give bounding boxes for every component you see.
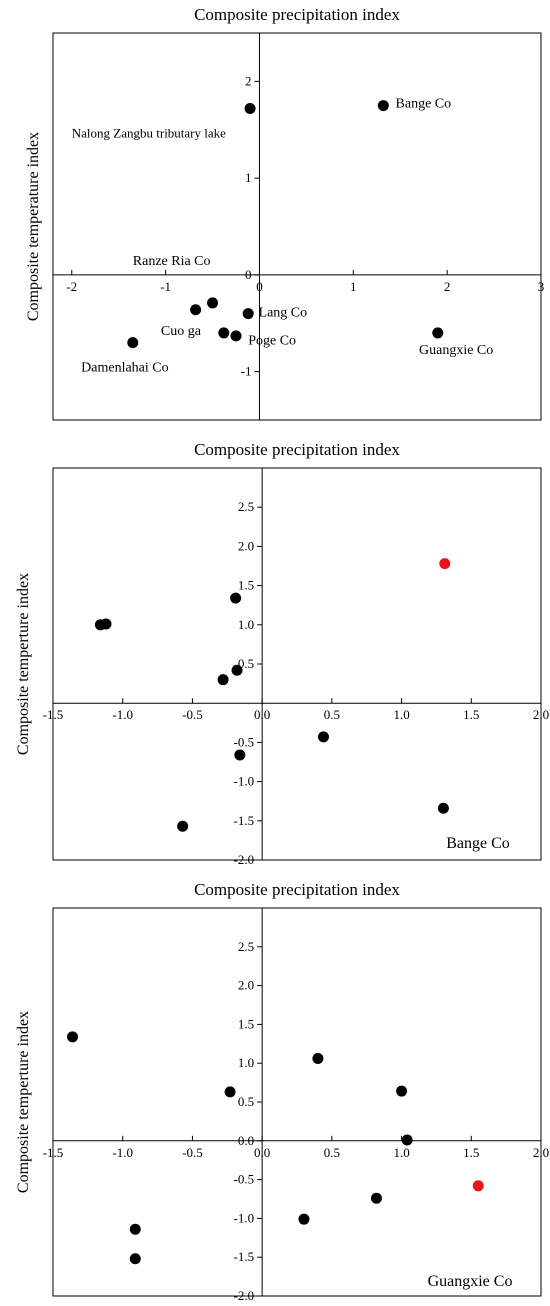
y-tick-label: 0.5 [238,1094,254,1109]
data-point [230,330,242,342]
x-tick-label: -0.5 [182,707,203,722]
data-point [401,1134,413,1146]
data-point [437,802,449,814]
x-tick-label: 1.5 [463,707,479,722]
x-tick-label: -1.0 [112,1145,133,1160]
y-tick-label: -1.0 [234,1210,255,1225]
chart-title: Composite precipitation index [194,880,400,899]
y-tick-label: -1.5 [234,813,255,828]
x-tick-label: 0.0 [254,707,270,722]
y-tick-label: 2 [245,73,252,88]
point-label: Nalong Zangbu tributary lake [72,125,226,140]
x-tick-label: 2 [444,279,451,294]
data-point [230,592,242,604]
y-tick-label: 0 [245,267,252,282]
data-point-highlight [472,1180,484,1192]
x-tick-label: -1.0 [112,707,133,722]
data-point-highlight [439,558,451,570]
data-point [129,1253,141,1265]
y-tick-label: 2.0 [238,538,254,553]
y-tick-label: 2.0 [238,978,254,993]
corner-label: Bange Co [446,835,510,852]
data-point [129,1223,141,1235]
x-tick-label: -0.5 [182,1145,203,1160]
chart-panel-2: Composite precipitation index Composite t… [15,440,549,867]
x-tick-label: -1 [160,279,171,294]
data-point [312,1053,324,1065]
x-tick-label: 1.0 [393,707,409,722]
data-point [370,1192,382,1204]
chart-title: Composite precipitation index [194,5,400,24]
data-point [217,674,229,686]
x-tick-label: -1.5 [43,1145,64,1160]
y-tick-label: 2.5 [238,939,254,954]
data-point [218,327,230,339]
point-label: Ranze Ria Co [133,254,211,269]
chart-title: Composite precipitation index [194,440,400,459]
plot-frame [52,32,542,421]
point-label: Cuo ga [161,324,202,339]
y-tick-label: -1.0 [234,774,255,789]
x-tick-label: 1 [350,279,357,294]
point-label: Damenlahai Co [81,361,168,376]
data-point [207,297,219,309]
data-point [231,664,243,676]
y-tick-label: 2.5 [238,499,254,514]
y-tick-label: 1.5 [238,1016,254,1031]
y-axis-label: Composite temperture index [15,573,32,755]
y-tick-label: -0.5 [234,734,255,749]
data-point [432,327,444,339]
data-point [242,308,254,320]
x-tick-label: 0.5 [324,1145,340,1160]
y-tick-label: -2.0 [234,1288,255,1303]
x-tick-label: -1.5 [43,707,64,722]
data-point [244,102,256,114]
x-tick-label: 1.5 [463,1145,479,1160]
x-tick-label: -2 [66,279,77,294]
data-point [298,1213,310,1225]
y-tick-label: 1.5 [238,578,254,593]
y-tick-label: 0.5 [238,656,254,671]
data-point [190,304,202,316]
x-tick-label: 1.0 [393,1145,409,1160]
data-point [127,337,139,349]
y-tick-label: 0.0 [238,1133,254,1148]
y-axis-label: Composite temperture index [15,1011,32,1193]
data-point [100,618,112,630]
x-tick-label: 2.0 [533,1145,549,1160]
point-label: Bange Co [396,96,452,111]
data-point [177,820,189,832]
x-tick-label: 0.5 [324,707,340,722]
y-tick-label: -0.5 [234,1172,255,1187]
corner-label: Guangxie Co [428,1273,513,1290]
y-tick-label: -2.0 [234,852,255,867]
data-point [234,749,246,761]
x-tick-label: 0.0 [254,1145,270,1160]
y-tick-label: 1 [245,170,252,185]
x-tick-label: 0 [256,279,263,294]
point-label: Lang Co [259,305,308,320]
data-point [67,1031,79,1043]
point-label: Poge Co [248,334,296,349]
y-tick-label: 1.0 [238,617,254,632]
plot-frame [52,467,542,861]
point-label: Guangxie Co [419,343,493,358]
y-tick-label: -1 [241,364,252,379]
x-tick-label: 2.0 [533,707,549,722]
data-point [377,100,389,112]
y-tick-label: -1.5 [234,1249,255,1264]
data-point [224,1086,236,1098]
chart-panel-1: Composite precipitation index Composite t… [25,5,545,421]
chart-panel-3: Composite precipitation index Composite t… [15,880,549,1303]
plot-frame [52,907,542,1297]
y-axis-label: Composite temperature index [25,132,42,321]
y-tick-label: 1.0 [238,1055,254,1070]
data-point [396,1085,408,1097]
data-point [317,731,329,743]
x-tick-label: 3 [538,279,545,294]
